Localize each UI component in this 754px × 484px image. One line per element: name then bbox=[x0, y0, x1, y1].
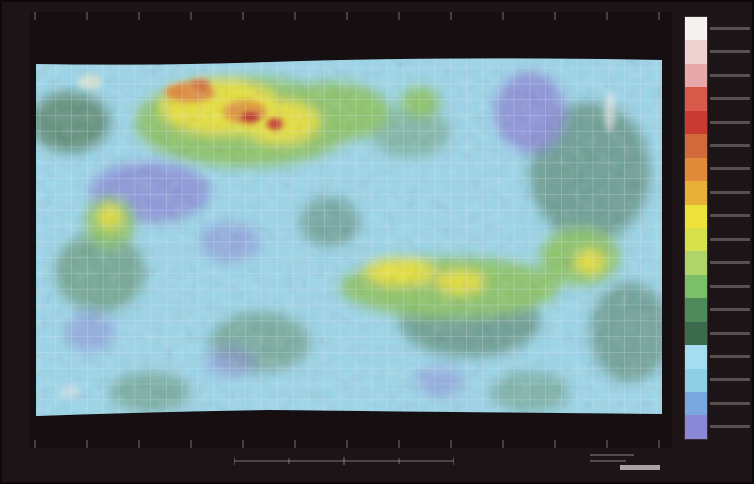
legend-swatch bbox=[685, 17, 707, 41]
legend-tick-label bbox=[710, 26, 750, 30]
legend-swatch bbox=[685, 227, 707, 252]
elevation-legend bbox=[684, 16, 750, 440]
legend-swatch bbox=[685, 87, 707, 111]
legend-tick-label bbox=[710, 378, 750, 382]
map-canvas bbox=[34, 12, 662, 448]
legend-tick-label bbox=[710, 190, 750, 194]
legend-tick-label bbox=[710, 97, 750, 101]
legend-tick-label bbox=[710, 214, 750, 218]
legend-swatch bbox=[685, 345, 707, 369]
legend-tick-label bbox=[710, 425, 750, 429]
axis-ticks bbox=[34, 12, 660, 448]
graticule bbox=[36, 58, 662, 417]
legend-swatch bbox=[685, 321, 707, 346]
legend-swatch bbox=[685, 298, 707, 322]
legend-swatch bbox=[685, 40, 707, 64]
legend-swatch bbox=[685, 251, 707, 275]
texture-layer bbox=[36, 58, 662, 417]
legend-swatch bbox=[685, 157, 707, 182]
legend-tick-label bbox=[710, 73, 750, 77]
map-credit-block bbox=[590, 454, 660, 470]
legend-swatch bbox=[685, 415, 707, 439]
legend-swatch bbox=[685, 110, 707, 135]
legend-color-bar bbox=[684, 16, 708, 440]
map-surface bbox=[36, 58, 662, 417]
scale-bar bbox=[234, 457, 454, 465]
legend-tick-label bbox=[710, 50, 750, 54]
legend-tick-label bbox=[710, 308, 750, 312]
legend-tick-label bbox=[710, 167, 750, 171]
legend-tick-label bbox=[710, 143, 750, 147]
legend-swatch bbox=[685, 274, 707, 299]
legend-tick-label bbox=[710, 354, 750, 358]
legend-swatch bbox=[685, 63, 707, 88]
legend-tick-label bbox=[710, 120, 750, 124]
legend-swatch bbox=[685, 392, 707, 416]
legend-tick-label bbox=[710, 261, 750, 265]
legend-tick-label bbox=[710, 401, 750, 405]
legend-swatch bbox=[685, 134, 707, 158]
legend-tick-label bbox=[710, 284, 750, 288]
legend-swatch bbox=[685, 368, 707, 392]
topographic-map[interactable] bbox=[30, 12, 672, 448]
legend-tick-label bbox=[710, 331, 750, 335]
legend-swatch bbox=[685, 204, 707, 228]
legend-tick-label bbox=[710, 237, 750, 241]
legend-swatch bbox=[685, 181, 707, 205]
